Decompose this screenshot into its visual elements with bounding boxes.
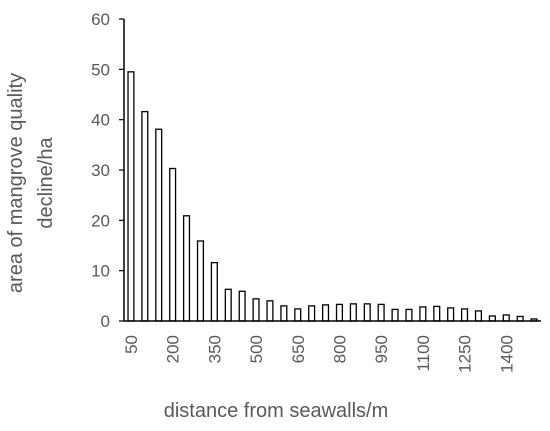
y-tick-label: 50 bbox=[91, 60, 110, 79]
bar-950 bbox=[377, 303, 385, 322]
y-axis-title-line-2: decline/ha bbox=[35, 137, 57, 229]
bar-100 bbox=[141, 110, 149, 322]
x-tick-label-350: 350 bbox=[205, 335, 224, 363]
x-tick-label-800: 800 bbox=[330, 335, 349, 363]
bar-900 bbox=[363, 303, 371, 322]
y-axis-title-line-1: area of mangrove quality bbox=[5, 73, 27, 293]
bar-400 bbox=[224, 288, 232, 322]
bar-200 bbox=[169, 167, 177, 322]
y-tick-label: 20 bbox=[91, 211, 110, 230]
x-tick-label-500: 500 bbox=[247, 335, 266, 363]
bar-150 bbox=[155, 128, 163, 322]
bar-450 bbox=[238, 290, 246, 322]
x-axis-title: distance from seawalls/m bbox=[164, 400, 389, 422]
x-tick-label-50: 50 bbox=[122, 335, 141, 354]
bar-50 bbox=[127, 71, 135, 322]
bar-500 bbox=[252, 298, 260, 322]
bar-1300 bbox=[474, 310, 483, 322]
x-axis-ticks: 50 200 350 500 650 800 950 1100 1250 1400 bbox=[122, 335, 516, 373]
x-tick-label-1100: 1100 bbox=[414, 335, 433, 372]
bar-600 bbox=[280, 305, 288, 322]
bar-1000 bbox=[391, 308, 399, 322]
x-tick-label-200: 200 bbox=[164, 335, 183, 363]
bar-350 bbox=[210, 261, 218, 322]
bar-1350 bbox=[488, 315, 496, 322]
bar-250 bbox=[182, 215, 191, 322]
bar-300 bbox=[196, 240, 205, 322]
y-axis-ticks: 0 10 20 30 40 50 60 bbox=[91, 10, 124, 331]
bar-550 bbox=[266, 300, 274, 322]
bar-1250 bbox=[460, 308, 469, 322]
y-tick-label: 60 bbox=[91, 10, 110, 29]
x-tick-label-1400: 1400 bbox=[497, 335, 516, 373]
bar-1100 bbox=[419, 306, 427, 322]
bar-650 bbox=[294, 308, 302, 322]
bar-750 bbox=[321, 304, 330, 322]
y-tick-label: 30 bbox=[91, 161, 110, 180]
bar-1400 bbox=[502, 314, 510, 322]
bar-1200 bbox=[447, 307, 455, 322]
x-tick-label-650: 650 bbox=[289, 335, 308, 363]
y-tick-label: 0 bbox=[101, 312, 110, 331]
x-tick-label-1250: 1250 bbox=[456, 335, 475, 373]
y-tick-label: 10 bbox=[91, 262, 110, 281]
y-tick-label: 40 bbox=[91, 111, 110, 130]
bars-group bbox=[127, 71, 538, 322]
bar-800 bbox=[335, 303, 344, 322]
x-tick-label-950: 950 bbox=[372, 335, 391, 363]
bar-850 bbox=[349, 303, 357, 322]
bar-1150 bbox=[433, 305, 441, 322]
bar-700 bbox=[308, 305, 316, 322]
bar-1050 bbox=[405, 308, 413, 322]
